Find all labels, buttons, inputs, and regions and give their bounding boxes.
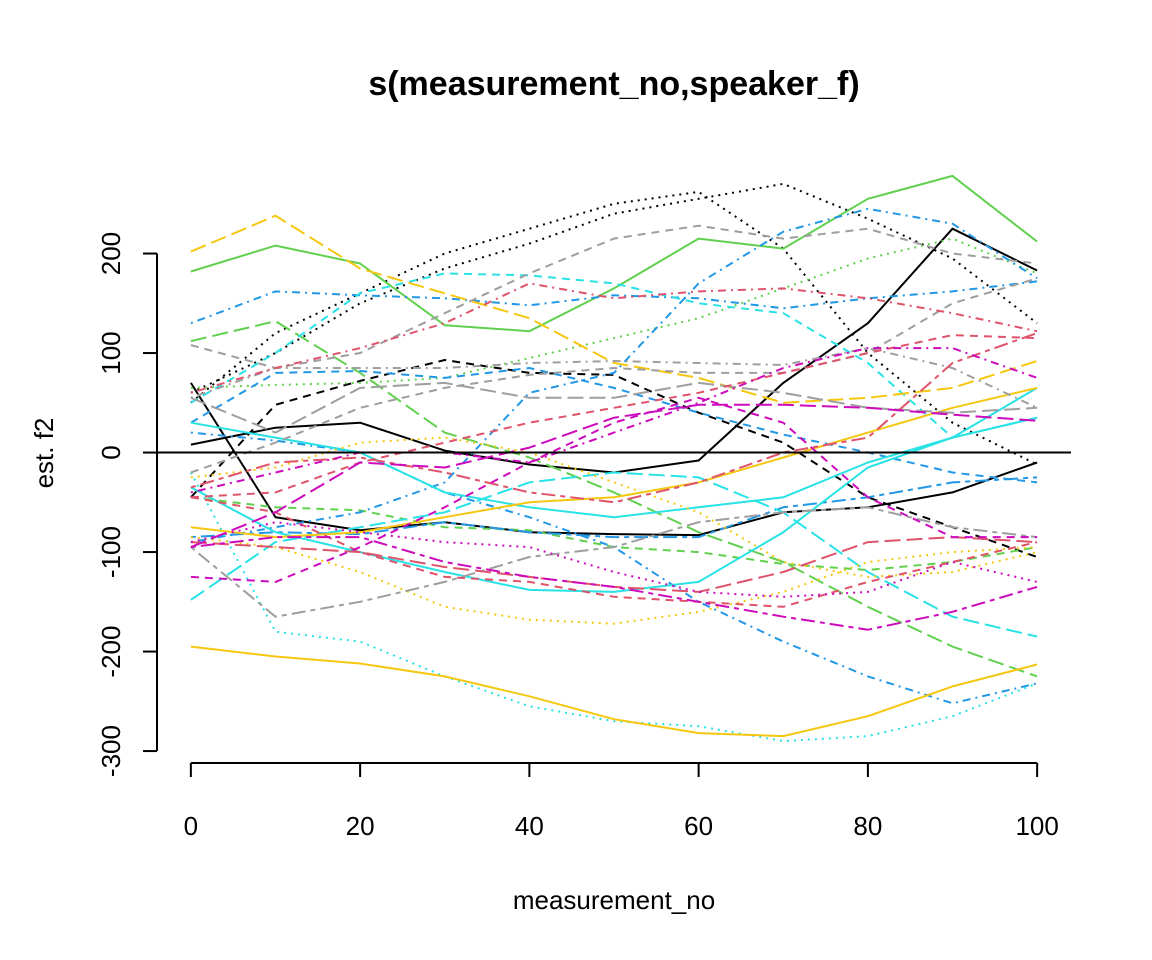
series-line — [190, 386, 1038, 539]
y-tick-label: -200 — [96, 626, 126, 678]
series-line — [190, 496, 1038, 608]
x-axis-label: measurement_no — [513, 885, 715, 915]
series-line — [190, 416, 1038, 519]
series-line — [190, 506, 1038, 618]
series-line — [190, 476, 1038, 539]
series-line — [190, 387, 1038, 593]
y-tick-label: 100 — [96, 331, 126, 374]
x-tick-label: 0 — [184, 811, 198, 841]
series-line — [190, 472, 1038, 743]
series-line — [190, 174, 1038, 333]
series-line — [190, 334, 1038, 499]
series-line — [190, 224, 1038, 369]
series-line — [190, 272, 1038, 439]
series-line — [190, 359, 1038, 558]
series-line — [190, 280, 1038, 325]
x-tick-label: 20 — [346, 811, 375, 841]
series-line — [190, 645, 1038, 738]
series-line — [190, 347, 1038, 409]
x-tick-label: 100 — [1015, 811, 1058, 841]
series-line — [190, 536, 1038, 625]
x-tick-label: 40 — [515, 811, 544, 841]
series-line — [190, 237, 1038, 389]
series-line — [190, 320, 1038, 678]
y-tick-label: -300 — [96, 725, 126, 777]
series-line — [190, 403, 1038, 549]
chart-title: s(measurement_no,speaker_f) — [368, 65, 859, 103]
series-line — [190, 536, 1038, 631]
y-tick-label: 0 — [96, 445, 126, 459]
series-line — [190, 207, 1038, 544]
series-line — [190, 347, 1038, 494]
y-tick-label: 200 — [96, 232, 126, 275]
series-line — [190, 436, 1038, 578]
series-line — [190, 382, 1038, 537]
y-tick-label: -100 — [96, 526, 126, 578]
series-line — [190, 367, 1038, 484]
series-line — [190, 227, 1038, 474]
series-line — [190, 214, 1038, 404]
series-line — [190, 471, 1038, 638]
y-axis-label: est. f2 — [29, 418, 59, 489]
x-tick-label: 60 — [684, 811, 713, 841]
x-tick-label: 80 — [853, 811, 882, 841]
series-line — [190, 277, 1038, 474]
series-line — [190, 396, 1038, 583]
